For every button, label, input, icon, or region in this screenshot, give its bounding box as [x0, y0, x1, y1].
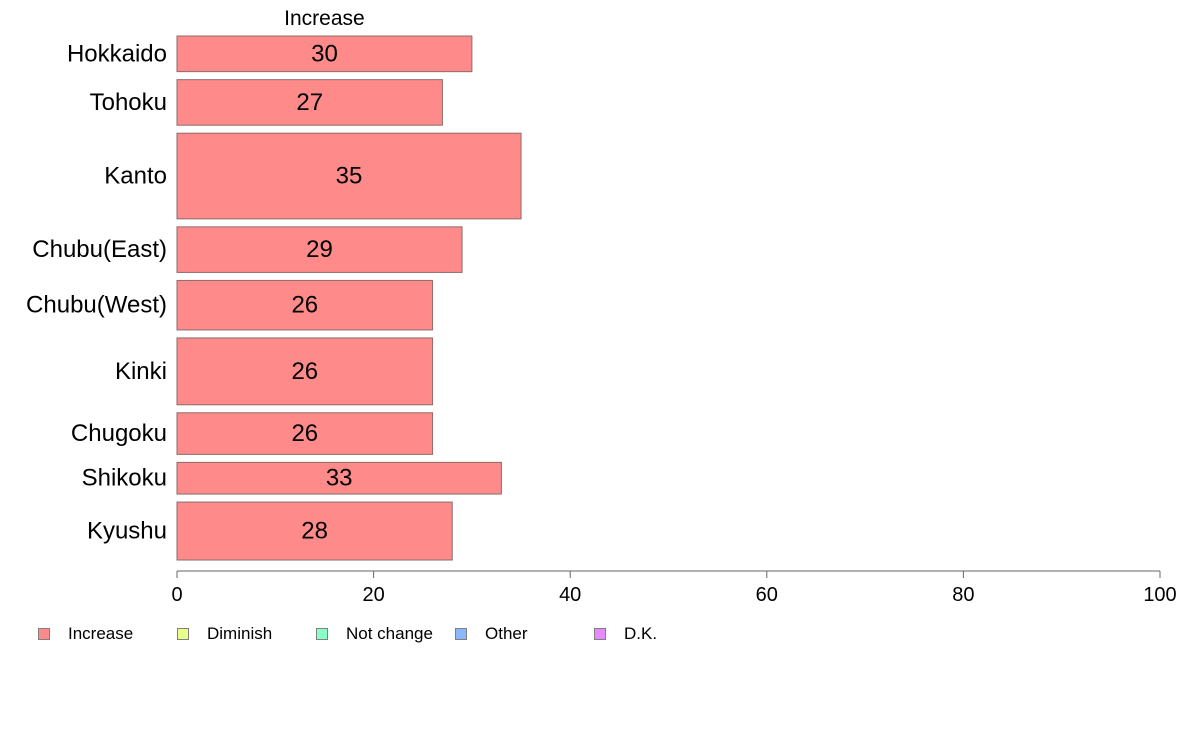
bars-group: 30 Hokkaido 27 Tohoku 35 Kanto 29 Chubu(East) 26… — [26, 35, 522, 561]
category-label: Kyushu — [87, 518, 167, 545]
legend-item: D.K. — [594, 622, 657, 646]
column-label: Increase — [284, 7, 365, 30]
bar-shikoku-0 — [176, 461, 502, 495]
x-tick-label: 20 — [362, 584, 384, 606]
category-label: Chubu(East) — [32, 236, 167, 263]
legend-label: D.K. — [624, 624, 658, 643]
x-tick-label: 0 — [171, 584, 182, 606]
category-label: Kinki — [115, 358, 167, 385]
category-label: Shikoku — [82, 465, 167, 492]
x-axis: 0 20 40 60 80 100 — [171, 570, 1177, 606]
legend: Increase Diminish Not change Other D.K. — [38, 622, 738, 646]
data-label: 35 — [336, 163, 363, 190]
bar-chubu-east--0 — [176, 226, 463, 273]
data-label: 30 — [311, 40, 338, 67]
bar-kanto-0 — [176, 132, 522, 220]
data-label: 26 — [291, 292, 318, 319]
legend-item: Not change — [316, 622, 433, 646]
legend-swatch — [594, 628, 606, 640]
legend-label: Diminish — [207, 624, 273, 643]
data-label: 27 — [296, 89, 323, 116]
category-label: Hokkaido — [67, 40, 167, 67]
bar-chugoku-0 — [176, 412, 434, 455]
bar-kyushu-0 — [176, 501, 453, 561]
category-label: Tohoku — [90, 89, 167, 116]
legend-item: Other — [455, 622, 528, 646]
legend-swatch — [316, 628, 328, 640]
legend-swatch — [455, 628, 467, 640]
legend-label: Not change — [346, 624, 433, 643]
legend-swatch — [38, 628, 50, 640]
category-label: Kanto — [104, 163, 167, 190]
data-label: 29 — [306, 236, 333, 263]
x-tick-label: 100 — [1143, 584, 1176, 606]
bar-tohoku-0 — [176, 79, 443, 126]
data-label: 26 — [291, 358, 318, 385]
data-label: 28 — [301, 518, 328, 545]
category-label: Chubu(West) — [26, 292, 167, 319]
x-tick-label: 40 — [559, 584, 581, 606]
bar-hokkaido-0 — [176, 35, 473, 73]
legend-item: Diminish — [177, 622, 272, 646]
data-label: 33 — [326, 465, 353, 492]
legend-swatch — [177, 628, 189, 640]
x-tick-label: 80 — [952, 584, 974, 606]
bar-chubu-west--0 — [176, 279, 434, 331]
data-label: 26 — [291, 420, 318, 447]
x-tick-label: 60 — [756, 584, 778, 606]
legend-label: Increase — [68, 624, 134, 643]
legend-label: Other — [485, 624, 528, 643]
bar-kinki-0 — [176, 337, 434, 406]
legend-item: Increase — [38, 622, 133, 646]
category-label: Chugoku — [71, 420, 167, 447]
